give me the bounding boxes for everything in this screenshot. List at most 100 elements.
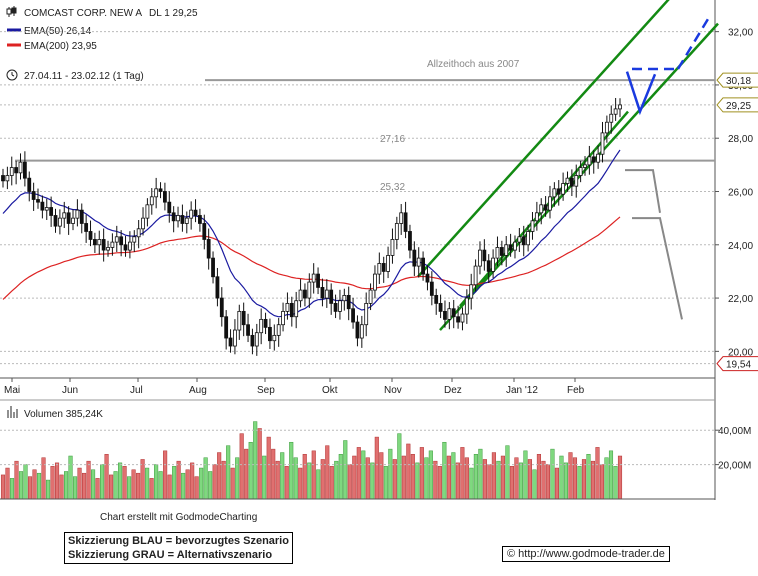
candle-body: [578, 167, 583, 176]
volume-axis: 40,00M 20,00M: [0, 426, 751, 500]
candle-body: [294, 300, 299, 318]
candle-body: [36, 199, 40, 203]
volume-bar: [27, 476, 33, 500]
volume-bar: [446, 455, 451, 500]
candle: [303, 283, 307, 307]
candle-body: [521, 236, 526, 246]
volume-bar: [18, 471, 24, 500]
volume-bar: [527, 459, 532, 500]
candle-body: [460, 313, 465, 323]
volume-bar: [433, 460, 438, 500]
grid: [0, 0, 716, 500]
volume-bar: [374, 436, 379, 500]
candle: [390, 228, 395, 264]
candle: [482, 239, 487, 271]
volume-bar: [203, 457, 208, 500]
volume-bar: [595, 447, 600, 500]
candle-body: [198, 215, 202, 224]
volume-bar: [347, 464, 352, 500]
volume-bar: [365, 457, 370, 500]
candle: [359, 315, 364, 348]
chart-credit: Chart erstellt mit GodmodeCharting: [100, 512, 258, 523]
candle-body: [233, 329, 237, 347]
volume-bar: [127, 476, 132, 500]
candle: [403, 201, 408, 239]
volume-bar: [194, 476, 199, 500]
y-tick-label: 24,00: [728, 241, 753, 252]
candle-body: [346, 295, 351, 310]
scenario-legend-box: Skizzierung BLAU = bevorzugtes Szenario …: [64, 532, 293, 564]
candle: [219, 287, 224, 327]
candle-body: [224, 316, 229, 339]
candle-body: [390, 239, 395, 256]
candle: [71, 209, 75, 231]
copyright-link[interactable]: © http://www.godmode-trader.de: [502, 546, 670, 562]
candle: [158, 182, 163, 199]
candle: [224, 310, 229, 350]
candle: [543, 196, 548, 217]
candle: [329, 283, 334, 315]
candle: [92, 232, 97, 254]
candle: [447, 302, 452, 330]
price-marker-box: [716, 72, 758, 88]
candle-body: [215, 276, 220, 299]
candle-body: [154, 188, 159, 198]
candle-body: [128, 241, 132, 251]
volume-bar: [545, 464, 550, 500]
candle: [565, 171, 570, 192]
candle: [294, 291, 299, 329]
ema200-legend-label: EMA(200) 23,95: [24, 41, 97, 52]
candle-body: [14, 167, 19, 174]
volume-bar: [239, 433, 244, 500]
candle-body: [368, 289, 373, 304]
channel-lower-line: [439, 22, 719, 331]
candle: [233, 319, 237, 355]
volume-bar: [356, 447, 361, 500]
candle: [250, 328, 255, 355]
candle: [604, 115, 609, 143]
candle-body: [583, 164, 587, 168]
candle: [438, 294, 443, 319]
volume-bar: [190, 462, 195, 500]
candle-body: [381, 263, 386, 272]
candle-body: [504, 244, 509, 256]
candle: [27, 171, 32, 202]
volume-bar: [316, 469, 321, 500]
candle: [311, 263, 316, 294]
volume-bar: [406, 443, 411, 500]
candle: [145, 198, 150, 227]
volume-bar: [68, 455, 73, 500]
candle: [84, 214, 89, 243]
candle-body: [596, 153, 601, 163]
candle: [486, 254, 491, 283]
candle: [408, 224, 412, 259]
volume-bar: [581, 459, 587, 500]
candle: [473, 259, 478, 292]
volume-bar: [136, 472, 141, 500]
volume-bar: [212, 464, 217, 500]
candle: [49, 196, 54, 227]
candle: [499, 240, 504, 266]
volume-bar: [64, 471, 69, 500]
candle-body: [543, 204, 548, 211]
candle-body: [574, 175, 579, 187]
candle: [1, 168, 5, 188]
volume-bar: [509, 466, 514, 500]
volume-bar: [253, 421, 258, 500]
volume-bar: [36, 472, 42, 500]
volume-bar: [505, 445, 510, 500]
volume-bar: [460, 447, 465, 500]
candle: [600, 121, 605, 163]
x-tick-label: Okt: [322, 385, 338, 396]
candle: [320, 278, 325, 307]
candle-legend-icon: [6, 6, 17, 17]
volume-bar: [154, 464, 159, 500]
price-marker-label: 19,54: [726, 360, 751, 371]
y-tick-label: 20,00: [728, 347, 753, 358]
candle: [97, 230, 102, 255]
candle-body: [613, 108, 618, 115]
candle-body: [604, 121, 609, 134]
volume-bar: [54, 462, 60, 500]
chart-title: COMCAST CORP. NEW A: [24, 8, 142, 19]
volume-bar: [275, 460, 280, 500]
